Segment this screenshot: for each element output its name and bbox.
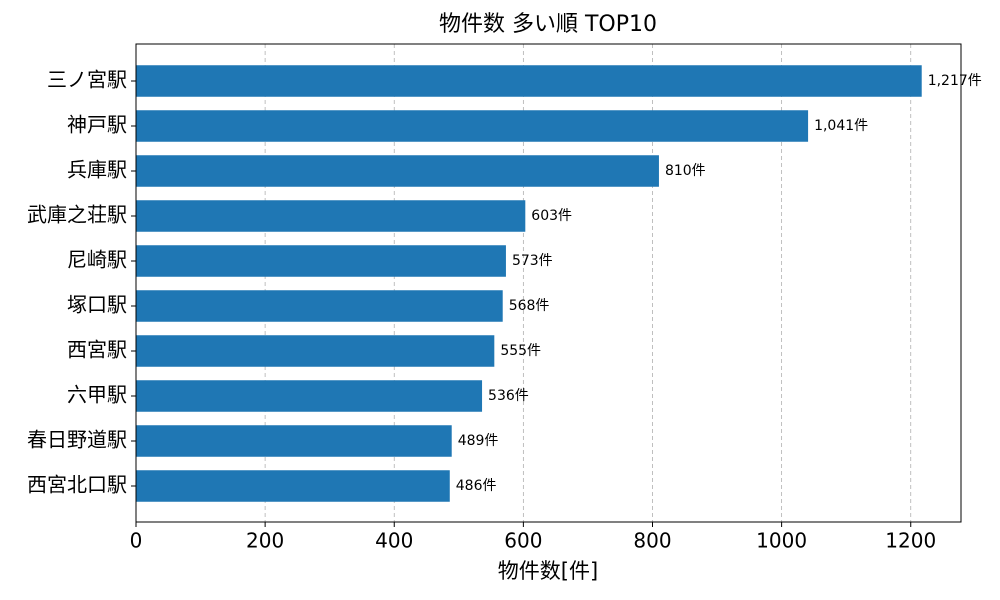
x-tick-label: 0 <box>130 529 143 553</box>
y-tick-label: 塚口駅 <box>67 293 127 317</box>
x-tick-label: 1200 <box>885 529 936 553</box>
bar <box>136 155 659 187</box>
x-axis-label: 物件数[件] <box>498 559 598 583</box>
value-label: 489件 <box>458 433 499 449</box>
x-tick-label: 1000 <box>756 529 807 553</box>
bar <box>136 335 495 367</box>
bar <box>136 110 809 142</box>
value-label: 603件 <box>531 208 572 224</box>
x-tick-label: 400 <box>375 529 413 553</box>
y-tick-label: 武庫之荘駅 <box>27 203 127 227</box>
value-label: 555件 <box>500 343 541 359</box>
y-tick-label: 春日野道駅 <box>27 428 127 452</box>
value-label: 486件 <box>456 478 497 494</box>
y-tick-label: 兵庫駅 <box>67 158 127 182</box>
y-tick-label: 神戸駅 <box>67 113 127 137</box>
bar <box>136 245 506 277</box>
value-label: 1,217件 <box>928 73 982 89</box>
bar <box>136 65 922 97</box>
bar <box>136 470 450 502</box>
y-tick-label: 六甲駅 <box>67 383 127 407</box>
y-tick-label: 西宮北口駅 <box>27 473 127 497</box>
bar <box>136 380 483 412</box>
value-label: 568件 <box>509 298 550 314</box>
y-tick-label: 西宮駅 <box>67 338 127 362</box>
value-label: 536件 <box>488 388 529 404</box>
plot-frame <box>135 43 962 523</box>
chart-title: 物件数 多い順 TOP10 <box>439 12 657 37</box>
x-tick-label: 800 <box>633 529 671 553</box>
bar <box>136 290 503 322</box>
value-label: 1,041件 <box>814 118 868 134</box>
x-tick-label: 200 <box>246 529 284 553</box>
y-tick-label: 三ノ宮駅 <box>47 68 127 92</box>
x-tick-label: 600 <box>504 529 542 553</box>
value-label: 810件 <box>665 163 706 179</box>
value-label: 573件 <box>512 253 553 269</box>
bar <box>136 200 526 232</box>
y-tick-label: 尼崎駅 <box>67 248 127 272</box>
bar <box>136 425 452 457</box>
